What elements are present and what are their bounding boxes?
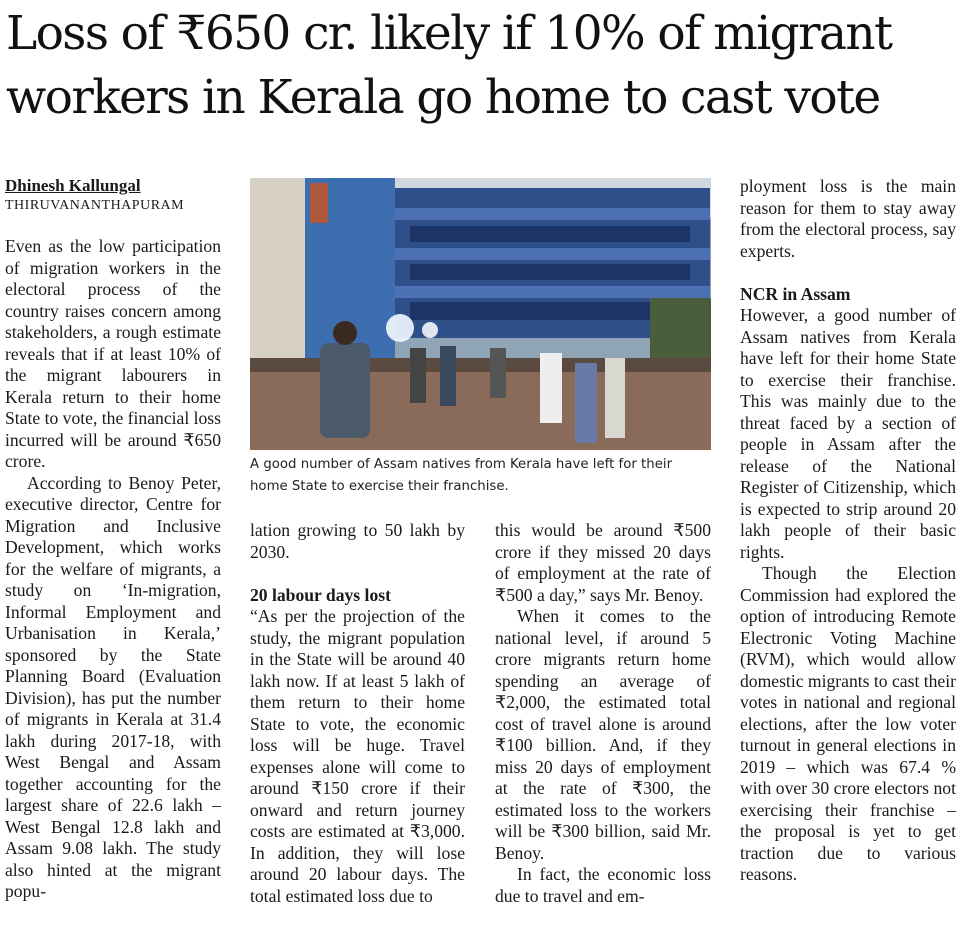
headline: Loss of ₹650 cr. likely if 10% of migran… (6, 2, 956, 130)
byline[interactable]: Dhinesh Kallungal (5, 176, 141, 195)
subheading: NCR in Assam (740, 283, 851, 304)
news-photo (250, 178, 711, 450)
headline-line-1: Loss of ₹650 cr. likely if 10% of migran… (6, 6, 893, 61)
article-column-3: this would be around ₹500 crore if they … (495, 520, 711, 907)
paragraph: Even as the low participation of migrati… (5, 236, 221, 471)
paragraph: When it comes to the national level, if … (495, 606, 711, 863)
paragraph: lation growing to 50 lakh by 2030. (250, 520, 465, 562)
paragraph: However, a good number of Assam natives … (740, 305, 956, 562)
subheading: 20 labour days lost (250, 584, 391, 605)
paragraph: ployment loss is the main reason for the… (740, 176, 956, 261)
article-column-4: ployment loss is the main reason for the… (740, 176, 956, 886)
paragraph: In fact, the economic loss due to travel… (495, 864, 711, 906)
paragraph: Though the Election Commission had explo… (740, 563, 956, 884)
headline-line-2: workers in Kerala go home to cast vote (6, 70, 881, 125)
paragraph: According to Benoy Peter, executive dire… (5, 472, 221, 902)
paragraph: this would be around ₹500 crore if they … (495, 520, 711, 605)
article-column-2: lation growing to 50 lakh by 2030. 20 la… (250, 520, 465, 907)
dateline: THIRUVANANTHAPURAM (5, 198, 185, 213)
paragraph: “As per the projection of the study, the… (250, 606, 465, 906)
photo-caption: A good number of Assam natives from Kera… (250, 457, 673, 494)
article-column-1: Dhinesh Kallungal THIRUVANANTHAPURAM Eve… (5, 176, 221, 903)
